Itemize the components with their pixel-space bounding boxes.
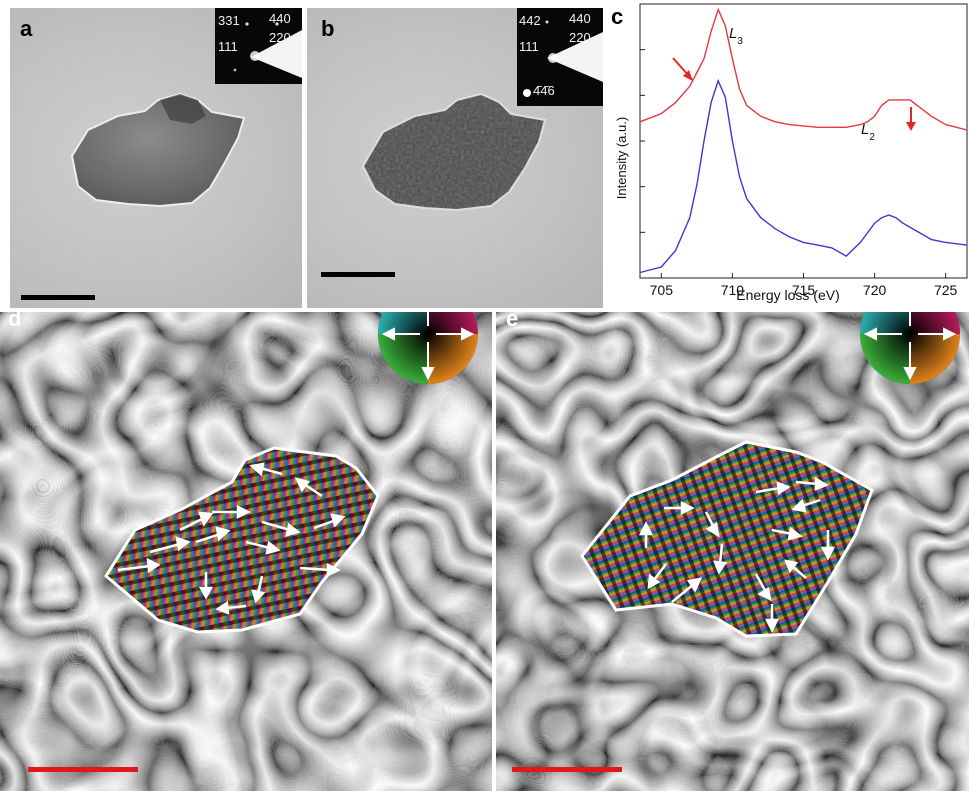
panel-d-holography-map: d (0, 312, 492, 791)
particle-outline (104, 446, 380, 634)
arrow-icon (906, 107, 916, 131)
series-line (639, 7, 968, 131)
x-tick-label: 710 (721, 282, 745, 298)
scale-bar-e (512, 767, 622, 772)
diffraction-label: 331 (218, 13, 240, 28)
scale-bar-b (321, 272, 395, 277)
diffraction-label: 440 (569, 11, 591, 26)
arrow-icon (672, 57, 693, 81)
phase-contour-image (496, 312, 969, 791)
panel-label-d: d (8, 312, 22, 331)
annotation-l3: L3 (729, 25, 743, 47)
eels-chart: 705 710 715 720 725 Energy loss (eV) Intensi… (614, 3, 968, 303)
diffraction-label: 220 (569, 30, 591, 45)
panel-b-tem-image: 442 440 220 111 4̄4̄6 b (307, 8, 603, 308)
panel-label-e: e (506, 312, 519, 331)
x-tick-label: 715 (792, 282, 816, 298)
plot-frame (639, 3, 968, 279)
diffraction-label: 220 (269, 30, 291, 45)
panel-label-a: a (20, 16, 33, 41)
magnetization-arrows (117, 462, 346, 615)
panel-a-tem-image: 331 440 220 111 a (10, 8, 302, 308)
phase-contour-image (0, 312, 492, 791)
y-axis-label: Intensity (a.u.) (614, 117, 629, 199)
panel-c-eels-spectrum: c 705 710 715 720 725 Energy loss (eV) Inten… (607, 0, 969, 310)
x-tick-label: 705 (650, 282, 674, 298)
panel-label-c: c (611, 4, 624, 29)
panel-label-b: b (321, 16, 335, 41)
particle-b-image (361, 92, 547, 212)
particle-outline (580, 440, 874, 638)
magnetization-arrows (638, 476, 836, 633)
color-wheel-icon (860, 312, 960, 384)
annotation-l2: L2 (861, 121, 875, 143)
series-line (639, 78, 968, 274)
diffraction-inset-b: 442 440 220 111 4̄4̄6 (517, 8, 603, 106)
x-tick-label: 725 (934, 282, 958, 298)
x-axis-label: Energy loss (eV) (736, 287, 839, 303)
particle-a-image (70, 92, 246, 208)
x-tick-label: 720 (863, 282, 887, 298)
diffraction-label: 111 (218, 39, 238, 54)
diffraction-inset-a: 331 440 220 111 (215, 8, 302, 84)
scale-bar-a (21, 295, 95, 300)
diffraction-label: 4̄4̄6 (533, 83, 555, 98)
panel-e-holography-map: e (496, 312, 969, 791)
scale-bar-d (28, 767, 138, 772)
color-wheel-icon (378, 312, 478, 384)
diffraction-label: 442 (519, 13, 541, 28)
diffraction-label: 440 (269, 11, 291, 26)
diffraction-label: 111 (519, 39, 539, 54)
